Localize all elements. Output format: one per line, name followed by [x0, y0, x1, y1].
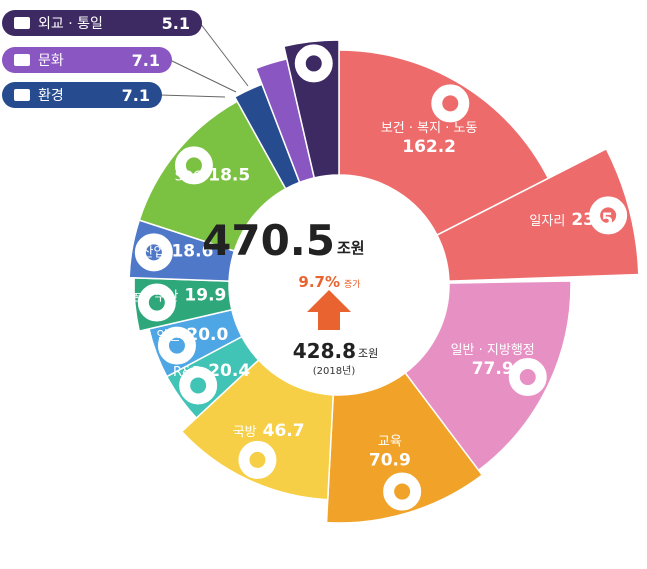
- total-unit: 조원: [337, 239, 365, 257]
- buildings-icon: [506, 356, 549, 399]
- slice-label-7: 안전 20.0: [156, 325, 228, 345]
- slice-name: 산업: [142, 246, 166, 261]
- slice-value: 77.9: [472, 359, 514, 379]
- callout-name: 환경: [38, 88, 64, 104]
- slice-label-10: SOC 18.5: [175, 166, 251, 186]
- worker-icon: [587, 194, 630, 237]
- cctv-icon: [155, 324, 198, 367]
- slice-value: 18.5: [208, 166, 250, 186]
- slice-label-6: R&D 20.4: [173, 361, 250, 381]
- slice-name: 농 · 수산: [130, 289, 178, 304]
- change-value: 9.7%: [298, 273, 340, 291]
- graduate-icon: [381, 470, 424, 513]
- previous-year: (2018년): [313, 365, 356, 377]
- slice-name: 국방: [233, 425, 257, 440]
- total-value: 470.5: [202, 216, 335, 265]
- slice-label-1: 보건 · 복지 · 노동 162.2: [381, 121, 478, 157]
- center-circle: [229, 175, 449, 395]
- slice-value: 70.9: [369, 450, 411, 470]
- slice-label-8: 농 · 수산 19.9: [130, 285, 226, 305]
- handshake-icon: [292, 42, 335, 85]
- slice-value: 20.4: [208, 361, 250, 381]
- slice-name: R&D: [173, 365, 202, 380]
- callout-tags: 외교 · 통일 5.1 문화 7.1 환경 7.1: [2, 10, 249, 108]
- slice-value: 23.5: [571, 210, 613, 230]
- tank-icon: [236, 438, 279, 481]
- increase-arrow-icon: [307, 290, 351, 330]
- previous-unit: 조원: [358, 347, 378, 360]
- slice-label-5: 국방 46.7: [233, 421, 305, 441]
- mountain-icon: [14, 89, 30, 101]
- slice-icons: [132, 42, 630, 513]
- microscope-icon: [177, 364, 220, 407]
- slice-name: 일반 · 지방행정: [451, 342, 535, 358]
- handshake-icon: [14, 17, 30, 29]
- slice-label-3: 일반 · 지방행정 77.9: [451, 342, 535, 379]
- slice-label-2: 일자리 23.5: [529, 210, 613, 230]
- previous-value: 428.8: [293, 339, 356, 363]
- slice-value: 18.6: [171, 242, 213, 262]
- center-summary: 470.5 조원 9.7% 증가 428.8 조원 (2018년): [202, 175, 449, 395]
- slice-value: 19.9: [184, 285, 226, 305]
- slice-name: 교육: [378, 434, 402, 449]
- gears-icon: [132, 231, 175, 274]
- callout-value: 7.1: [122, 86, 150, 105]
- callout-value: 7.1: [132, 51, 160, 70]
- excavator-icon: [172, 144, 215, 187]
- callout-name: 외교 · 통일: [38, 16, 103, 32]
- callout-value: 5.1: [162, 14, 190, 33]
- film-icon: [14, 54, 30, 66]
- slice-value: 46.7: [263, 421, 305, 441]
- slice-label-4: 교육 70.9: [369, 434, 411, 470]
- wheat-icon: [135, 281, 178, 324]
- slice-name: SOC: [175, 170, 203, 185]
- slice-value: 20.0: [186, 325, 228, 345]
- slice-name: 일자리: [529, 214, 565, 229]
- family-icon: [429, 82, 472, 125]
- slice-value: 162.2: [402, 137, 456, 157]
- callout-name: 문화: [38, 53, 64, 69]
- callout-tag-1: 외교 · 통일 5.1: [2, 10, 249, 87]
- callout-tag-3: 환경 7.1: [2, 82, 226, 108]
- change-label: 증가: [344, 279, 361, 290]
- callout-tag-2: 문화 7.1: [2, 47, 237, 93]
- slice-name: 보건 · 복지 · 노동: [381, 121, 478, 136]
- slice-name: 안전: [156, 329, 180, 344]
- slice-label-9: 산업 18.6: [142, 242, 214, 262]
